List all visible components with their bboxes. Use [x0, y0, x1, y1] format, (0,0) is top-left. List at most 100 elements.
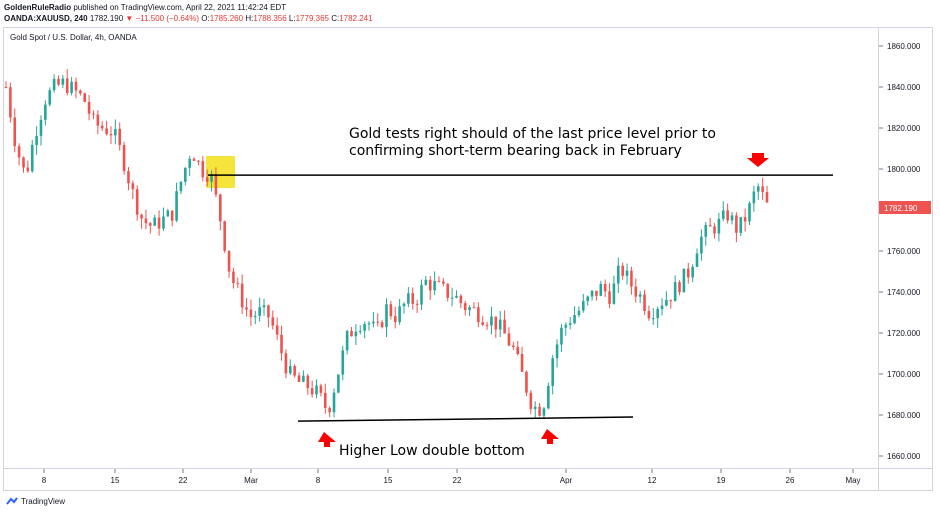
candle-body: [144, 218, 148, 224]
candle-body: [686, 268, 690, 278]
arrow-up-icon: [541, 429, 559, 444]
candle-body: [643, 294, 646, 311]
close-label: C:: [331, 14, 340, 23]
candle-body: [402, 303, 406, 307]
candle-body: [490, 316, 493, 326]
candle-body: [57, 78, 60, 85]
y-tick-label: 1680.000: [887, 411, 921, 420]
candle-body: [393, 316, 397, 323]
candle-body: [376, 321, 380, 323]
x-tick-label: 8: [42, 476, 47, 485]
candle-body: [253, 315, 257, 317]
price-change: ▼ −11.500 (−0.64%): [125, 14, 200, 23]
candle-body: [665, 299, 668, 306]
candle-body: [354, 331, 358, 337]
candle-body: [341, 350, 345, 375]
candle-body: [625, 270, 629, 276]
candle-body: [398, 306, 401, 323]
candle-body: [525, 371, 528, 393]
candle-body: [590, 290, 594, 297]
x-tick-label: Mar: [244, 476, 258, 485]
candle-body: [52, 78, 56, 91]
candle-body: [595, 290, 598, 296]
candle-body: [4, 87, 8, 88]
candle-body: [520, 353, 524, 372]
candle-body: [87, 101, 91, 114]
candle-body: [170, 210, 174, 221]
candle-body: [240, 283, 244, 308]
tradingview-label: TradingView: [21, 496, 66, 506]
candle-body: [293, 366, 296, 376]
candle-body: [700, 236, 703, 254]
candle-body: [109, 134, 113, 136]
candle-body: [761, 186, 764, 193]
candle-body: [577, 310, 581, 316]
candle-body: [748, 203, 751, 222]
candle-body: [372, 321, 375, 324]
candle-body: [512, 345, 515, 347]
published-text: published on TradingView.com, April 22, …: [73, 3, 287, 12]
candle-body: [542, 408, 546, 416]
candle-body: [673, 282, 677, 302]
x-tick-label: 19: [717, 476, 726, 485]
candle-body: [219, 194, 222, 222]
candle-body: [179, 181, 183, 192]
low-value: 1779.365: [295, 14, 329, 23]
candle-body: [765, 192, 769, 203]
candle-body: [752, 191, 756, 204]
x-tick-label: 12: [648, 476, 657, 485]
low-label: L:: [288, 14, 296, 23]
candle-body: [227, 250, 231, 272]
candle-body: [26, 167, 30, 172]
tradingview-logo-icon: [6, 497, 18, 505]
x-tick-label: 15: [111, 476, 120, 485]
chart-frame: [3, 27, 933, 491]
candle-body: [380, 322, 384, 328]
candle-body: [708, 225, 712, 227]
open-label: O:: [201, 14, 210, 23]
candle-body: [288, 366, 292, 374]
high-value: 1788.356: [253, 14, 287, 23]
candle-body: [319, 385, 323, 393]
candle-body: [547, 385, 550, 409]
x-tick-label: May: [845, 476, 860, 485]
publish-line: GoldenRuleRadio published on TradingView…: [4, 3, 286, 12]
candle-body: [564, 324, 568, 328]
candle-body: [122, 144, 126, 172]
candle-body: [407, 293, 410, 304]
y-tick-label: 1660.000: [887, 452, 921, 461]
candle-body: [739, 217, 743, 233]
candle-body: [310, 388, 314, 395]
annotation-text: Gold tests right should of the last pric…: [349, 126, 716, 142]
candle-body: [424, 279, 428, 285]
candle-body: [420, 284, 423, 305]
annotation-text: Higher Low double bottom: [339, 443, 525, 459]
y-tick-label: 1800.000: [887, 165, 921, 174]
candle-body: [297, 375, 301, 382]
candle-body: [114, 128, 117, 136]
candle-body: [232, 271, 235, 284]
candle-body: [651, 318, 655, 320]
candle-body: [468, 307, 471, 311]
candle-body: [22, 157, 25, 168]
candle-body: [127, 171, 130, 184]
candle-body: [153, 217, 157, 226]
candle-body: [358, 330, 362, 332]
candle-body: [118, 128, 122, 145]
candle-body: [332, 392, 336, 413]
candle-body: [555, 344, 559, 359]
x-tick-label: 15: [384, 476, 393, 485]
candle-body: [188, 158, 191, 168]
candle-body: [35, 135, 38, 145]
candle-body: [385, 304, 388, 328]
ohlc-line: OANDA:XAUUSD, 240 1782.190 ▼ −11.500 (−0…: [4, 14, 373, 23]
candle-body: [131, 183, 135, 190]
candle-body: [568, 323, 572, 325]
high-label: H:: [245, 14, 254, 23]
y-tick-label: 1740.000: [887, 288, 921, 297]
candle-body: [140, 214, 143, 219]
candle-body: [695, 253, 699, 267]
candle-body: [262, 305, 266, 308]
candle-body: [713, 226, 716, 234]
